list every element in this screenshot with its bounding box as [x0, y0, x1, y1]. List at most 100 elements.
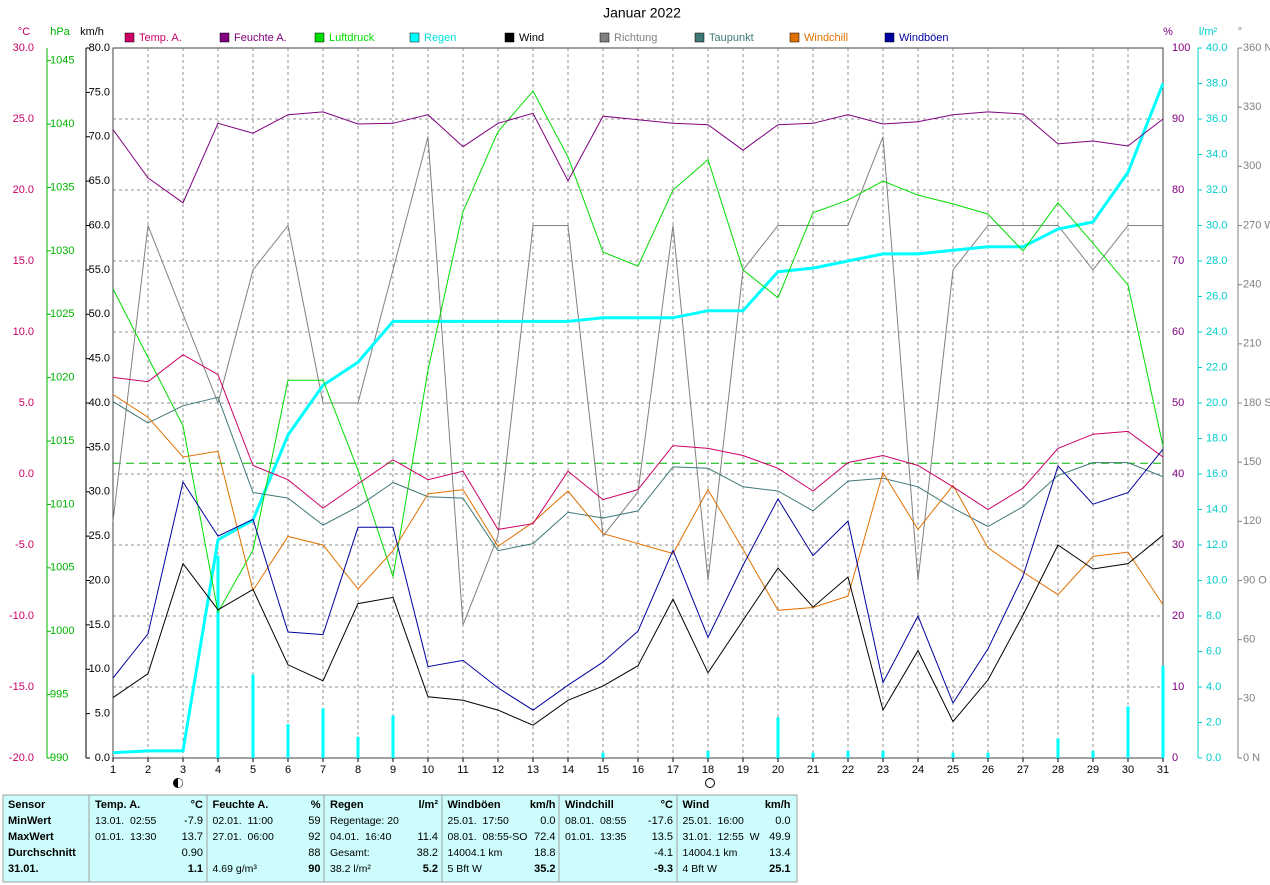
table-value: 0.90 — [182, 847, 203, 859]
table-cell: 4.69 g/m³ — [213, 863, 258, 875]
table-value: 72.4 — [534, 831, 555, 843]
table-cell: 01.01. 13:35 — [565, 831, 626, 843]
y-tick-label: 995 — [50, 689, 68, 701]
legend-label: Feuchte A. — [234, 32, 287, 44]
rain-bar — [356, 736, 360, 758]
table-header: Sensor — [8, 799, 46, 811]
y-tick-label: 5.0 — [95, 708, 110, 720]
x-tick-label: 12 — [492, 764, 504, 776]
table-cell: Gesamt: — [330, 847, 370, 859]
y-tick-label: 10.0 — [13, 326, 34, 338]
y-tick-label: 65.0 — [89, 175, 110, 187]
y-tick-label: 70 — [1172, 255, 1184, 267]
y-tick-label: 30 — [1243, 693, 1255, 705]
table-cell: 08.01. 08:55-SO — [448, 831, 528, 843]
y-tick-label: 0 — [1172, 752, 1178, 764]
y-tick-label: 20.0 — [1206, 397, 1227, 409]
table-cell: 02.01. 11:00 — [213, 815, 274, 827]
table-value: -7.9 — [184, 815, 203, 827]
table-value: 88 — [308, 847, 320, 859]
y-tick-label: 60 — [1172, 326, 1184, 338]
y-tick-label: 5.0 — [19, 397, 34, 409]
rain-bar — [601, 752, 605, 758]
y-tick-label: 1005 — [50, 562, 74, 574]
y-tick-label: 32.0 — [1206, 184, 1227, 196]
y-tick-label: 20.0 — [89, 574, 110, 586]
table-cell: 04.01. 16:40 — [330, 831, 391, 843]
rain-bar — [1161, 665, 1165, 758]
series-line — [112, 82, 1165, 755]
table-header: Windchill — [565, 799, 614, 811]
x-tick-label: 29 — [1087, 764, 1099, 776]
table-value: 0.0 — [775, 815, 790, 827]
series-line — [112, 90, 1164, 614]
y-tick-label: 60.0 — [89, 219, 110, 231]
y-tick-label: 10 — [1172, 681, 1184, 693]
table-value: 1.1 — [188, 863, 203, 875]
x-tick-label: 3 — [180, 764, 186, 776]
rain-bar — [1056, 738, 1060, 758]
legend-label: Windchill — [804, 32, 848, 44]
y-tick-label: 40.0 — [1206, 42, 1227, 54]
table-value: 35.2 — [534, 863, 555, 875]
y-tick-label: 120 — [1243, 515, 1261, 527]
y-tick-label: 6.0 — [1206, 645, 1221, 657]
table-value: -17.6 — [648, 815, 673, 827]
y-tick-label: 330 — [1243, 101, 1261, 113]
legend-swatch — [409, 32, 420, 43]
y-tick-label: 25.0 — [89, 530, 110, 542]
table-unit: °C — [661, 799, 673, 811]
x-tick-label: 10 — [422, 764, 434, 776]
series-line — [112, 448, 1164, 711]
y-tick-label: 70.0 — [89, 131, 110, 143]
table-header: Feuchte A. — [213, 799, 269, 811]
table-unit: km/h — [765, 799, 791, 811]
table-value: 13.5 — [652, 831, 673, 843]
rain-bar — [1126, 706, 1130, 758]
legend-label: Luftdruck — [329, 32, 375, 44]
table-value: 59 — [308, 815, 320, 827]
table-value: 13.4 — [769, 847, 790, 859]
table-cell: 14004.1 km — [683, 847, 738, 859]
table-header: Temp. A. — [95, 799, 140, 811]
legend-swatch — [789, 32, 800, 43]
y-tick-label: 90 — [1172, 113, 1184, 125]
moon-phase — [705, 778, 715, 788]
y-tick-label: 34.0 — [1206, 148, 1227, 160]
rain-bar — [846, 750, 850, 758]
table-value: 49.9 — [769, 831, 790, 843]
table-header: Wind — [683, 799, 710, 811]
rain-bar — [951, 752, 955, 758]
y-tick-label: 1015 — [50, 435, 74, 447]
x-tick-label: 15 — [597, 764, 609, 776]
legend-label: Regen — [424, 32, 456, 44]
rain-bar — [811, 752, 815, 758]
y-tick-label: 100 — [1172, 42, 1190, 54]
table-value: 5.2 — [423, 863, 438, 875]
y-tick-label: 10.0 — [1206, 574, 1227, 586]
y-tick-label: 24.0 — [1206, 326, 1227, 338]
y-tick-label: 210 — [1243, 338, 1261, 350]
rain-bar — [391, 715, 395, 758]
y-tick-label: 0.0 — [1206, 752, 1221, 764]
x-tick-label: 19 — [737, 764, 749, 776]
y-tick-label: 14.0 — [1206, 503, 1227, 515]
y-tick-label: 15.0 — [13, 255, 34, 267]
x-tick-label: 7 — [320, 764, 326, 776]
y-tick-label: 300 — [1243, 160, 1261, 172]
y-tick-label: 50 — [1172, 397, 1184, 409]
y-tick-label: 30 — [1172, 539, 1184, 551]
axis-unit: % — [1163, 26, 1173, 38]
y-tick-label: 60 — [1243, 634, 1255, 646]
x-tick-label: 23 — [877, 764, 889, 776]
axis-unit: °C — [18, 26, 30, 38]
y-tick-label: 8.0 — [1206, 610, 1221, 622]
y-tick-label: 16.0 — [1206, 468, 1227, 480]
x-tick-label: 18 — [702, 764, 714, 776]
series-line — [112, 534, 1164, 726]
y-tick-label: 990 — [50, 752, 68, 764]
x-tick-label: 30 — [1122, 764, 1134, 776]
y-tick-label: 150 — [1243, 456, 1261, 468]
table-cell: 27.01. 06:00 — [213, 831, 274, 843]
